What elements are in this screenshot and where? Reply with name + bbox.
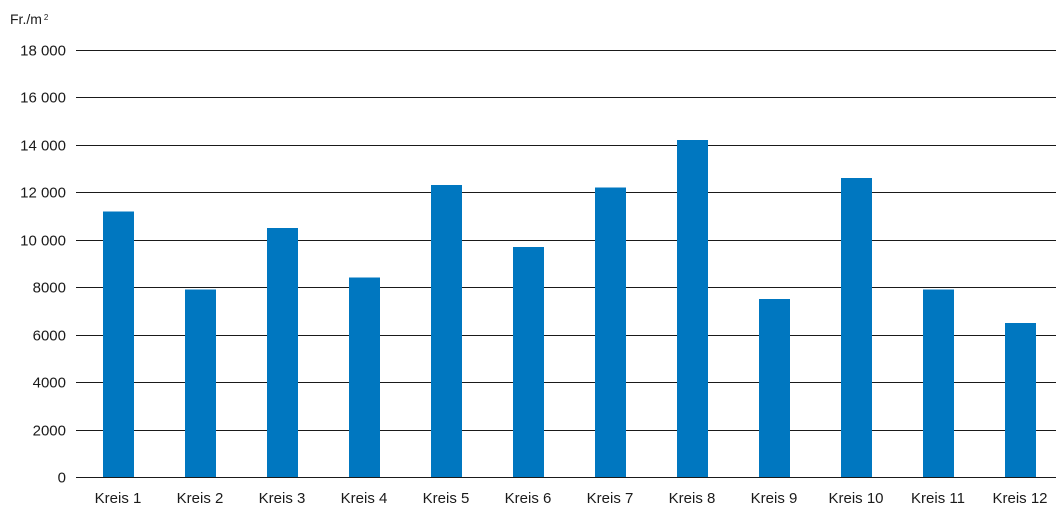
y-tick-label: 0 xyxy=(58,470,66,487)
y-tick-label: 10 000 xyxy=(20,233,66,250)
bar xyxy=(103,211,134,478)
y-tick-label: 18 000 xyxy=(20,43,66,60)
y-tick-label: 16 000 xyxy=(20,90,66,107)
bar xyxy=(349,277,380,477)
bar xyxy=(923,289,954,477)
bar xyxy=(759,299,790,477)
bar xyxy=(267,227,298,477)
x-tick-label: Kreis 5 xyxy=(423,490,470,507)
x-tick-label: Kreis 3 xyxy=(259,490,306,507)
bar xyxy=(513,246,544,477)
bar xyxy=(677,140,708,477)
bar xyxy=(185,289,216,477)
x-axis-labels: Kreis 1 Kreis 2 Kreis 3 Kreis 4 Kreis 5 Kreis… xyxy=(95,490,1048,507)
x-tick-label: Kreis 4 xyxy=(341,490,388,507)
gridlines xyxy=(76,50,1056,479)
x-tick-label: Kreis 11 xyxy=(911,490,965,507)
bar xyxy=(431,185,462,477)
y-tick-label: 14 000 xyxy=(20,138,66,155)
x-tick-label: Kreis 7 xyxy=(587,490,634,507)
x-tick-label: Kreis 10 xyxy=(828,490,883,507)
bars xyxy=(103,140,1036,478)
y-tick-label: 8000 xyxy=(33,280,66,297)
y-axis-ticks: 0 2000 4000 6000 8000 10 000 12 000 14 000 16 00… xyxy=(20,43,66,487)
x-tick-label: Kreis 1 xyxy=(95,490,142,507)
y-tick-label: 4000 xyxy=(33,375,66,392)
y-tick-label: 12 000 xyxy=(20,185,66,202)
x-tick-label: Kreis 8 xyxy=(669,490,716,507)
y-axis-unit: Fr./m 2 xyxy=(10,11,49,27)
bar xyxy=(841,178,872,477)
x-tick-label: Kreis 12 xyxy=(992,490,1047,507)
y-tick-label: 2000 xyxy=(33,423,66,440)
y-tick-label: 6000 xyxy=(33,328,66,345)
x-tick-label: Kreis 6 xyxy=(505,490,552,507)
bar xyxy=(595,187,626,478)
x-tick-label: Kreis 9 xyxy=(751,490,798,507)
x-tick-label: Kreis 2 xyxy=(177,490,224,507)
bar xyxy=(1005,322,1036,477)
